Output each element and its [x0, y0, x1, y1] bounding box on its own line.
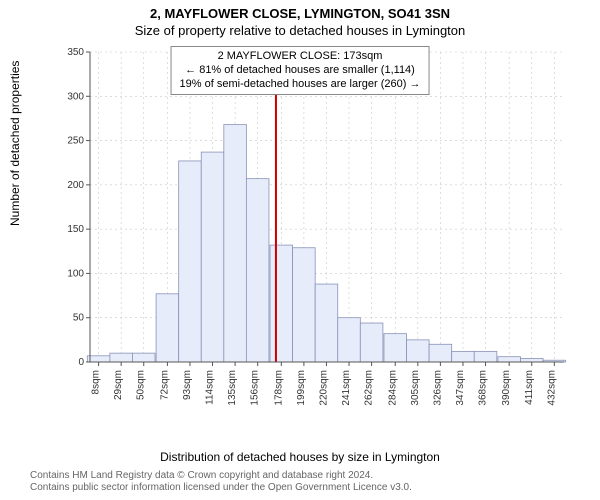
svg-text:262sqm: 262sqm [364, 370, 375, 406]
svg-text:93sqm: 93sqm [182, 370, 193, 400]
page-title: 2, MAYFLOWER CLOSE, LYMINGTON, SO41 3SN [0, 0, 600, 21]
footer-line-1: Contains HM Land Registry data © Crown c… [30, 470, 412, 482]
svg-text:300: 300 [67, 91, 84, 102]
svg-text:8sqm: 8sqm [91, 370, 102, 394]
svg-text:326sqm: 326sqm [432, 370, 443, 406]
svg-text:250: 250 [67, 136, 84, 147]
svg-text:135sqm: 135sqm [227, 370, 238, 406]
subtitle: Size of property relative to detached ho… [0, 23, 600, 38]
svg-text:368sqm: 368sqm [478, 370, 489, 406]
svg-text:29sqm: 29sqm [113, 370, 124, 400]
annotation-line-1: 2 MAYFLOWER CLOSE: 173sqm [180, 50, 421, 64]
chart-area: 0 50 100 150 200 250 300 350 8sqm 29sqm 50sqm 72sqm… [60, 46, 570, 406]
svg-text:50: 50 [73, 313, 85, 324]
svg-text:200: 200 [67, 180, 84, 191]
svg-text:241sqm: 241sqm [341, 370, 352, 406]
svg-text:114sqm: 114sqm [205, 370, 216, 405]
svg-text:199sqm: 199sqm [296, 370, 307, 406]
svg-text:50sqm: 50sqm [136, 370, 147, 400]
svg-text:411sqm: 411sqm [524, 370, 535, 405]
svg-text:284sqm: 284sqm [387, 370, 398, 406]
svg-text:0: 0 [78, 357, 84, 368]
x-axis-label: Distribution of detached houses by size … [0, 450, 600, 464]
histogram-chart: 0 50 100 150 200 250 300 350 8sqm 29sqm 50sqm 72sqm… [60, 46, 570, 406]
svg-text:390sqm: 390sqm [501, 370, 512, 406]
svg-text:350: 350 [67, 47, 84, 58]
footer: Contains HM Land Registry data © Crown c… [30, 470, 412, 494]
svg-text:156sqm: 156sqm [250, 370, 261, 406]
svg-text:220sqm: 220sqm [318, 370, 329, 406]
svg-text:100: 100 [67, 268, 84, 279]
svg-text:72sqm: 72sqm [159, 370, 170, 400]
y-axis-label: Number of detached properties [8, 61, 22, 226]
svg-text:178sqm: 178sqm [273, 370, 284, 406]
annotation-line-3: 19% of semi-detached houses are larger (… [180, 78, 421, 92]
svg-text:432sqm: 432sqm [546, 370, 557, 406]
annotation-box: 2 MAYFLOWER CLOSE: 173sqm ← 81% of detac… [171, 46, 430, 95]
svg-text:347sqm: 347sqm [455, 370, 466, 406]
svg-text:305sqm: 305sqm [410, 370, 421, 406]
svg-text:150: 150 [67, 224, 84, 235]
annotation-line-2: ← 81% of detached houses are smaller (1,… [180, 64, 421, 78]
footer-line-2: Contains public sector information licen… [30, 482, 412, 494]
